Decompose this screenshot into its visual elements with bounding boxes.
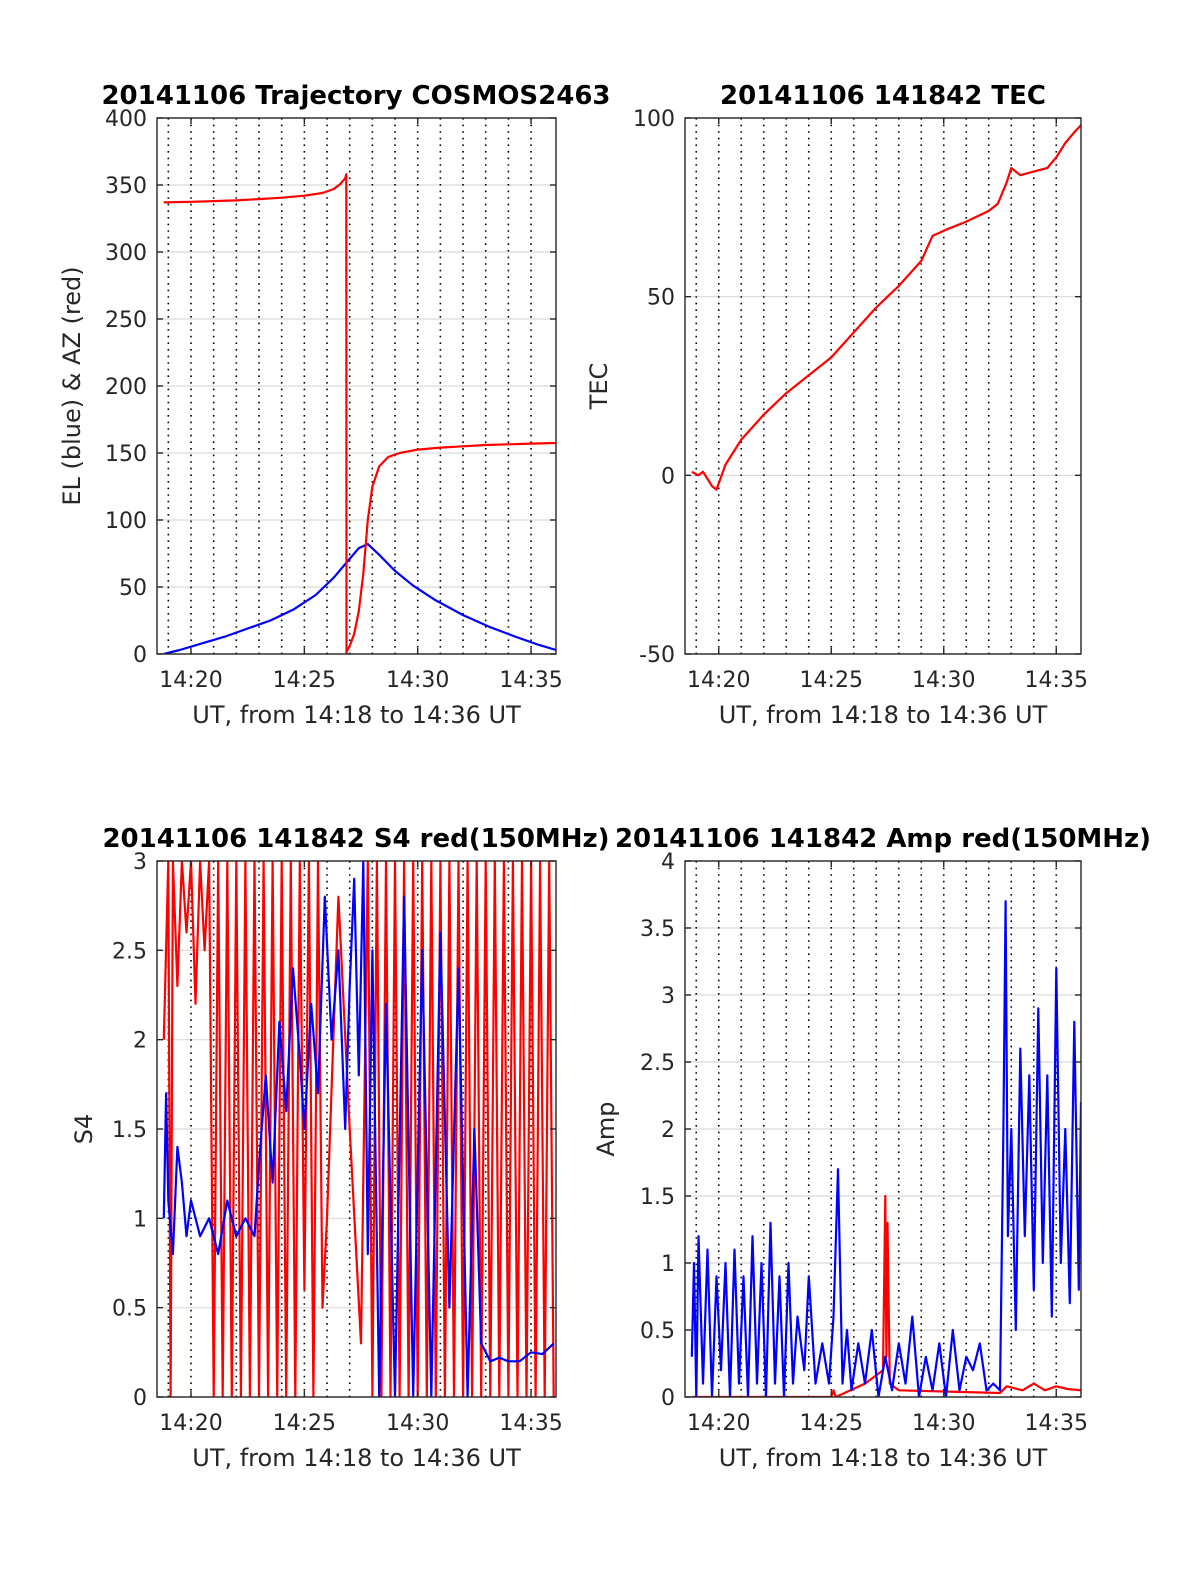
series-line-1 — [691, 124, 1081, 491]
y-tick-label: 300 — [105, 241, 147, 266]
series-layer — [691, 124, 1081, 491]
x-tick-label: 14:25 — [800, 1411, 863, 1436]
y-tick-label: 2.5 — [112, 939, 147, 964]
tick-marks: 0 0.5 1 1.5 2 2.5 3 3.5 4 14:20 14:25 14:30 14:35 — [640, 850, 1088, 1436]
series-line-2 — [162, 861, 555, 1397]
x-tick-label: 14:30 — [386, 668, 449, 693]
x-axis-label: UT, from 14:18 to 14:36 UT — [719, 701, 1048, 729]
x-tick-label: 14:35 — [499, 668, 562, 693]
panel-trajectory: 0 50 100 150 200 250 300 350 400 14:20 14:25 14:30 1… — [58, 81, 611, 729]
y-tick-label: 400 — [105, 107, 147, 132]
chart-title: 20141106 141842 S4 red(150MHz) — [102, 824, 609, 854]
tick-marks: 0 0.5 1 1.5 2 2.5 3 14:20 14:25 14:30 14:35 — [112, 850, 563, 1436]
x-tick-label: 14:35 — [1025, 1411, 1088, 1436]
y-tick-label: 250 — [105, 308, 147, 333]
y-tick-label: 0 — [133, 1386, 147, 1411]
series-line-1 — [163, 542, 556, 654]
x-tick-label: 14:20 — [687, 668, 750, 693]
y-tick-label: 3 — [661, 984, 675, 1009]
x-tick-label: 14:35 — [499, 1411, 562, 1436]
x-axis-label: UT, from 14:18 to 14:36 UT — [192, 701, 521, 729]
y-tick-label: -50 — [639, 643, 675, 668]
x-tick-label: 14:25 — [273, 668, 336, 693]
x-axis-label: UT, from 14:18 to 14:36 UT — [192, 1444, 521, 1472]
y-axis-label: S4 — [70, 1114, 98, 1145]
panel-amp: 0 0.5 1 1.5 2 2.5 3 3.5 4 14:20 14:25 14:30 14:35 20… — [592, 824, 1151, 1472]
y-tick-label: 0.5 — [640, 1319, 675, 1344]
y-tick-label: 1 — [133, 1207, 147, 1232]
chart-title: 20141106 141842 TEC — [720, 81, 1046, 111]
chart-title: 20141106 141842 Amp red(150MHz) — [615, 824, 1151, 854]
y-tick-label: 2.5 — [640, 1051, 675, 1076]
panel-tec: -50 0 50 100 14:20 14:25 14:30 14:35 20141106 1… — [585, 81, 1088, 729]
series-layer — [690, 900, 1081, 1397]
y-tick-label: 1 — [661, 1252, 675, 1277]
tick-marks: 0 50 100 150 200 250 300 350 400 14:20 14:25 14:30 1… — [105, 107, 563, 693]
y-tick-label: 50 — [119, 576, 147, 601]
series-layer — [162, 861, 555, 1397]
x-tick-label: 14:20 — [159, 668, 222, 693]
axes-frame — [684, 117, 1082, 655]
y-tick-label: 4 — [661, 850, 675, 875]
x-tick-label: 14:25 — [800, 668, 863, 693]
x-tick-label: 14:25 — [273, 1411, 336, 1436]
y-tick-label: 350 — [105, 174, 147, 199]
y-tick-label: 50 — [647, 286, 675, 311]
panel-s4: 0 0.5 1 1.5 2 2.5 3 14:20 14:25 14:30 14:35 201411… — [70, 824, 610, 1472]
tick-marks: -50 0 50 100 14:20 14:25 14:30 14:35 — [633, 107, 1088, 693]
series-line-1 — [162, 861, 555, 1397]
x-tick-label: 14:20 — [687, 1411, 750, 1436]
y-tick-label: 100 — [633, 107, 675, 132]
y-tick-label: 2 — [661, 1118, 675, 1143]
y-tick-label: 3.5 — [640, 917, 675, 942]
x-axis-label: UT, from 14:18 to 14:36 UT — [719, 1444, 1048, 1472]
y-tick-label: 100 — [105, 509, 147, 534]
y-tick-label: 3 — [133, 850, 147, 875]
x-tick-label: 14:35 — [1025, 668, 1088, 693]
y-tick-label: 2 — [133, 1029, 147, 1054]
y-tick-label: 1.5 — [112, 1118, 147, 1143]
series-layer — [163, 173, 556, 654]
y-tick-label: 1.5 — [640, 1185, 675, 1210]
y-tick-label: 200 — [105, 375, 147, 400]
x-tick-label: 14:30 — [912, 668, 975, 693]
x-tick-label: 14:30 — [912, 1411, 975, 1436]
y-axis-label: EL (blue) & AZ (red) — [58, 266, 86, 505]
y-tick-label: 0 — [661, 1386, 675, 1411]
y-tick-label: 0 — [661, 464, 675, 489]
y-axis-label: Amp — [592, 1101, 620, 1156]
series-line-2 — [690, 900, 1081, 1397]
x-tick-label: 14:20 — [159, 1411, 222, 1436]
y-tick-label: 0 — [133, 643, 147, 668]
y-axis-label: TEC — [585, 363, 613, 411]
series-line-2 — [163, 173, 556, 654]
y-tick-label: 0.5 — [112, 1297, 147, 1322]
y-tick-label: 150 — [105, 442, 147, 467]
x-tick-label: 14:30 — [386, 1411, 449, 1436]
chart-title: 20141106 Trajectory COSMOS2463 — [101, 81, 610, 111]
